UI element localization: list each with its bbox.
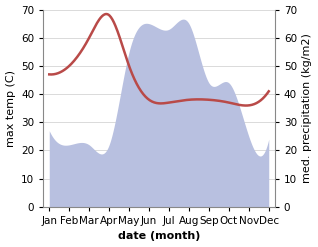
Y-axis label: max temp (C): max temp (C): [5, 70, 16, 147]
X-axis label: date (month): date (month): [118, 231, 200, 242]
Y-axis label: med. precipitation (kg/m2): med. precipitation (kg/m2): [302, 33, 313, 183]
